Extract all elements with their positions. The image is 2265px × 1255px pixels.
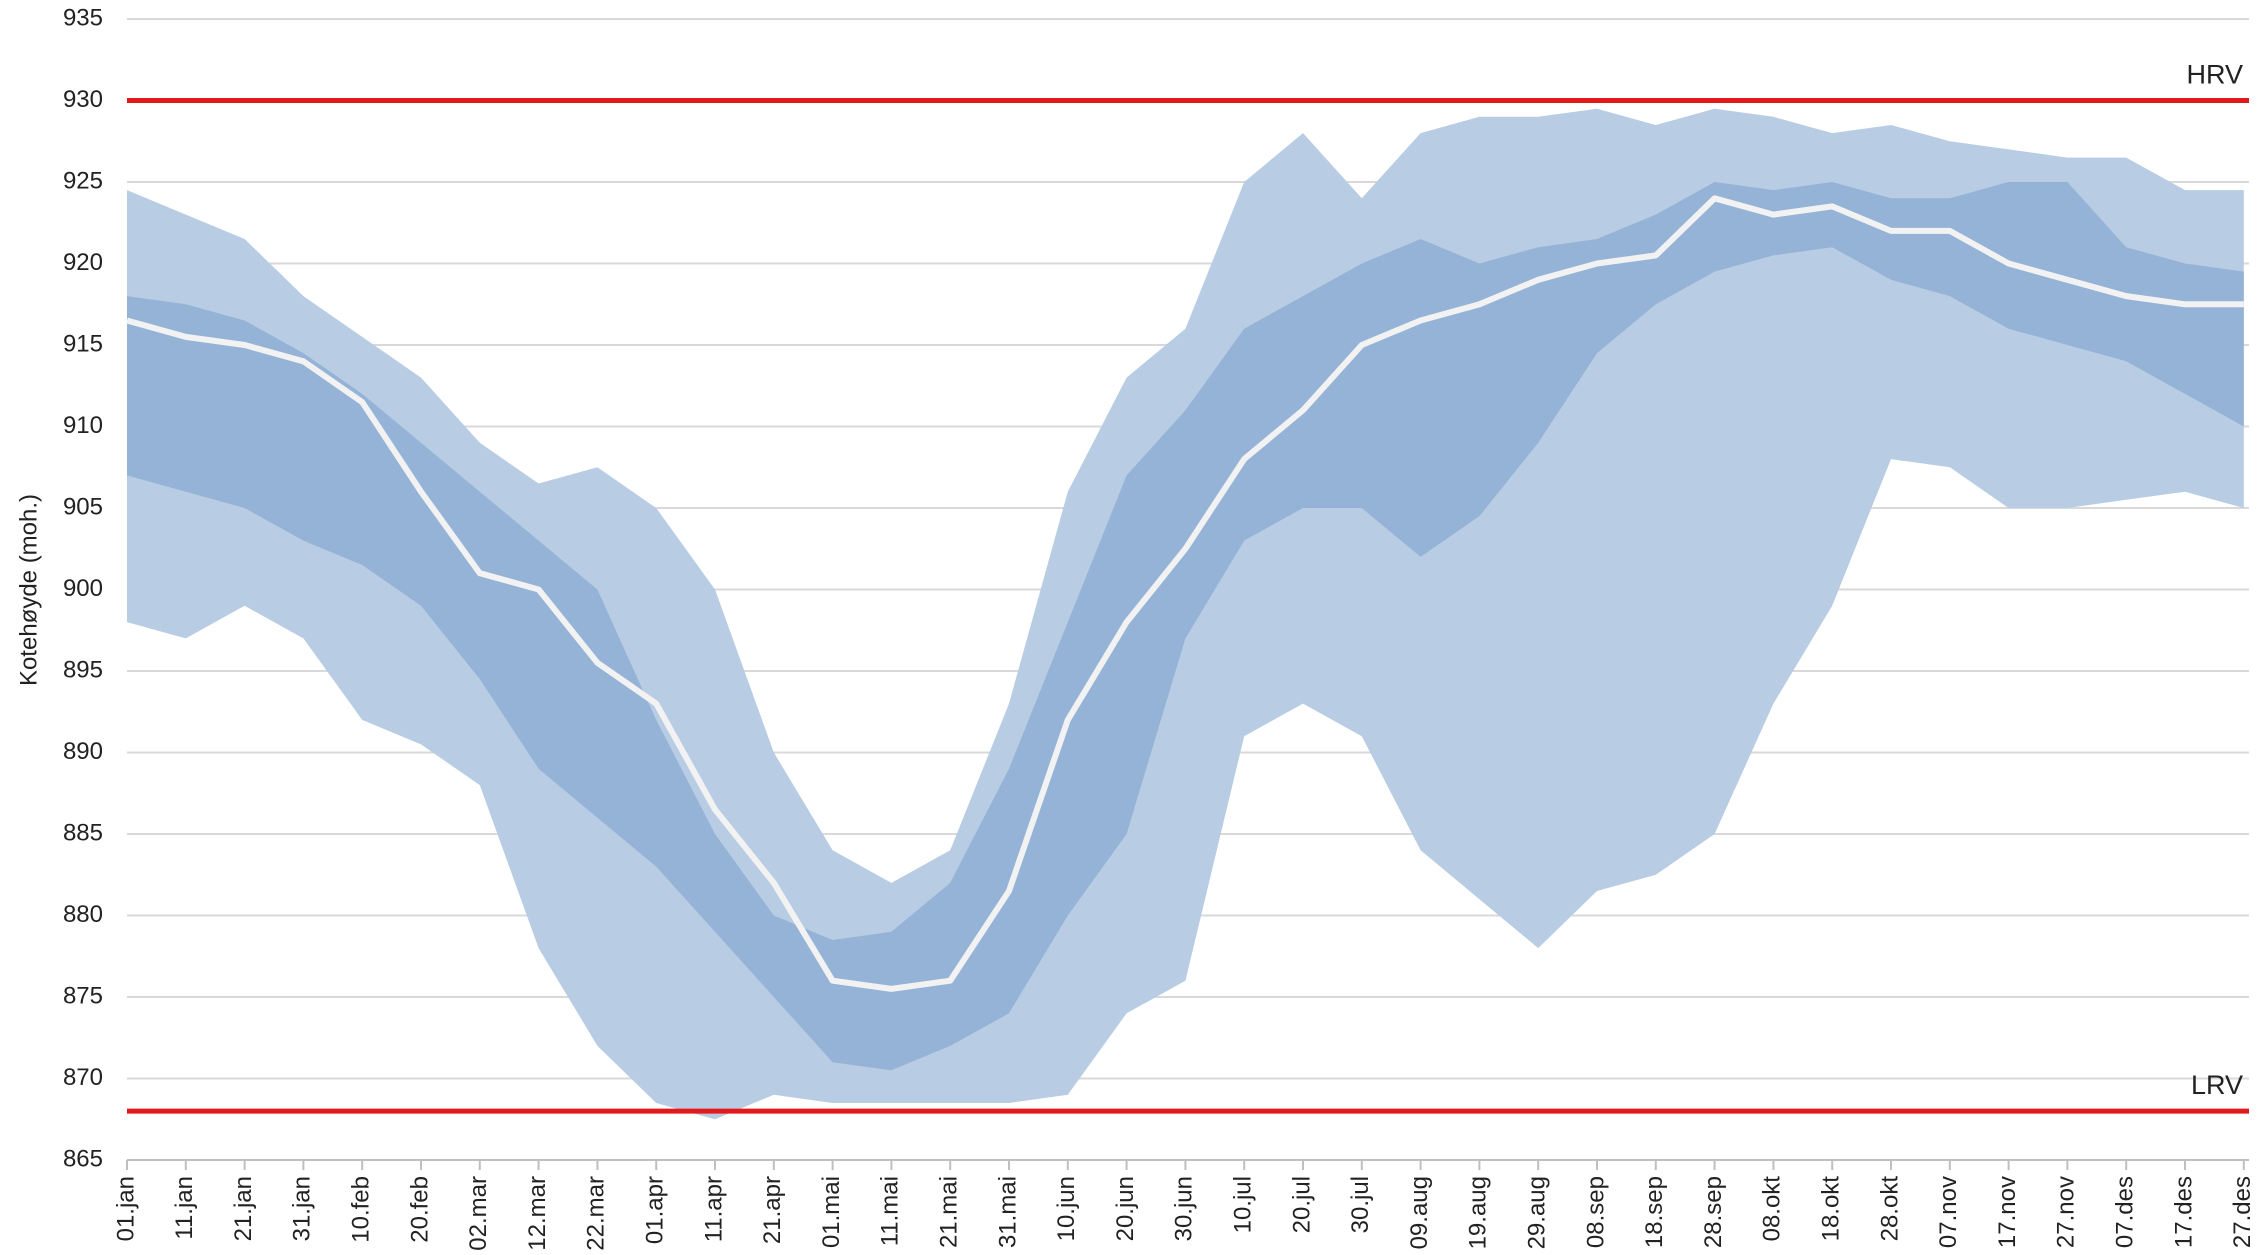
x-tick-label: 21.apr bbox=[759, 1176, 786, 1244]
y-tick-label: 870 bbox=[63, 1064, 103, 1091]
x-tick-label: 31.mai bbox=[994, 1176, 1021, 1248]
x-tick-label: 28.okt bbox=[1876, 1176, 1903, 1242]
x-tick-label: 21.mai bbox=[936, 1176, 963, 1248]
x-tick-label: 20.feb bbox=[406, 1176, 433, 1243]
reference-label: HRV bbox=[2186, 60, 2243, 90]
x-tick-label: 09.aug bbox=[1406, 1176, 1433, 1249]
x-tick-label: 29.aug bbox=[1524, 1176, 1551, 1249]
y-tick-label: 905 bbox=[63, 493, 103, 520]
x-tick-label: 27.des bbox=[2229, 1176, 2256, 1248]
y-tick-label: 920 bbox=[63, 249, 103, 276]
x-tick-label: 28.sep bbox=[1700, 1176, 1727, 1248]
x-tick-label: 27.nov bbox=[2053, 1176, 2080, 1248]
reference-label: LRV bbox=[2191, 1070, 2243, 1100]
y-tick-label: 875 bbox=[63, 982, 103, 1009]
x-tick-label: 11.jan bbox=[171, 1176, 198, 1240]
x-tick-label: 20.jun bbox=[1112, 1176, 1139, 1241]
y-tick-label: 890 bbox=[63, 738, 103, 765]
y-tick-label: 935 bbox=[63, 4, 103, 31]
y-tick-label: 925 bbox=[63, 167, 103, 194]
median-line bbox=[126, 195, 2244, 992]
x-tick-label: 11.apr bbox=[700, 1176, 727, 1242]
x-tick-label: 30.jun bbox=[1171, 1176, 1198, 1241]
x-tick-label: 10.jul bbox=[1230, 1176, 1257, 1233]
y-axis-label: Kotehøyde (moh.) bbox=[15, 494, 42, 686]
x-tick-label: 08.sep bbox=[1582, 1176, 1609, 1248]
x-tick-label: 17.des bbox=[2170, 1176, 2197, 1248]
x-tick-label: 01.jan bbox=[112, 1176, 139, 1241]
band-area bbox=[127, 182, 2244, 1071]
y-tick-label: 930 bbox=[63, 86, 103, 113]
y-tick-label: 880 bbox=[63, 901, 103, 928]
x-tick-label: 21.jan bbox=[230, 1176, 257, 1241]
x-tick-label: 01.apr bbox=[642, 1176, 669, 1244]
x-tick-label: 02.mar bbox=[465, 1176, 492, 1251]
y-tick-label: 910 bbox=[63, 412, 103, 439]
x-tick-label: 10.jun bbox=[1053, 1176, 1080, 1241]
y-tick-label: 915 bbox=[63, 330, 103, 357]
x-tick-label: 17.nov bbox=[1994, 1176, 2021, 1248]
x-tick-label: 18.okt bbox=[1818, 1176, 1845, 1242]
x-tick-label: 07.des bbox=[2112, 1176, 2139, 1248]
x-tick-label: 22.mar bbox=[583, 1176, 610, 1251]
x-tick-label: 18.sep bbox=[1641, 1176, 1668, 1248]
x-tick-label: 07.nov bbox=[1935, 1176, 1962, 1248]
x-tick-label: 08.okt bbox=[1759, 1176, 1786, 1242]
x-tick-label: 19.aug bbox=[1465, 1176, 1492, 1249]
x-tick-label: 01.mai bbox=[818, 1176, 845, 1248]
x-tick-label: 11.mai bbox=[877, 1176, 904, 1246]
y-tick-label: 885 bbox=[63, 819, 103, 846]
y-tick-label: 895 bbox=[63, 656, 103, 683]
y-tick-label: 900 bbox=[63, 575, 103, 602]
y-tick-label: 865 bbox=[63, 1145, 103, 1172]
x-tick-label: 31.jan bbox=[289, 1176, 316, 1241]
x-tick-label: 10.feb bbox=[348, 1176, 375, 1243]
x-tick-label: 30.jul bbox=[1347, 1176, 1374, 1233]
x-tick-label: 12.mar bbox=[524, 1176, 551, 1251]
x-tick-label: 20.jul bbox=[1288, 1176, 1315, 1233]
